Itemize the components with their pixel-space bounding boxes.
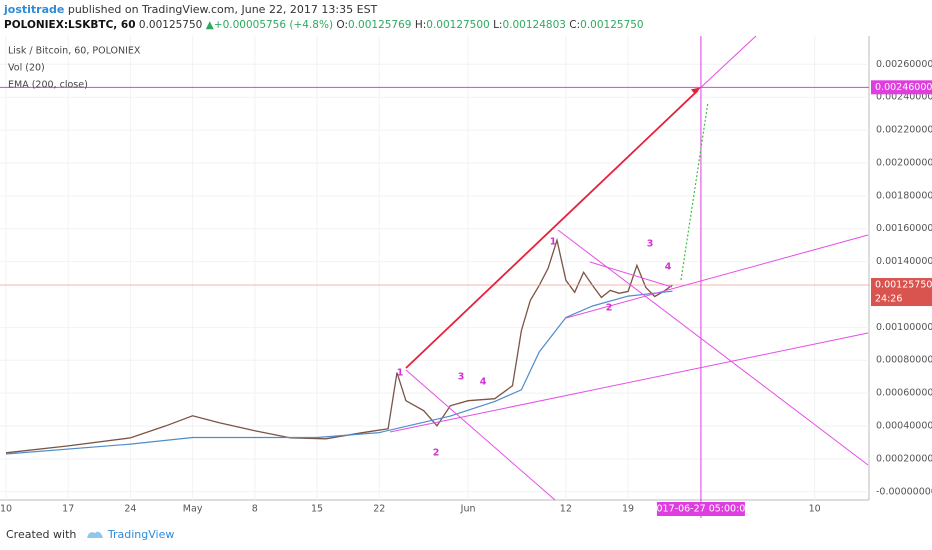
y-tick-label: 0.00260000 <box>876 59 932 70</box>
o-value: 0.00125769 <box>348 19 412 31</box>
l-value: 0.00124803 <box>502 19 566 31</box>
x-tick-label: 8 <box>252 504 258 515</box>
legend-symbol: Lisk / Bitcoin, 60, POLONIEX <box>8 46 141 57</box>
grid <box>0 36 869 500</box>
trend-line <box>557 229 869 466</box>
brand[interactable]: TradingView <box>107 528 175 541</box>
y-tick-label: 0.00140000 <box>876 256 932 267</box>
price-line <box>5 237 673 454</box>
wave-label: 1 <box>550 237 557 248</box>
x-tick-label: 22 <box>373 504 385 515</box>
x-tick-label: 24 <box>124 504 136 515</box>
y-tick-label: 0.00200000 <box>876 157 932 168</box>
wave-label: 3 <box>458 372 465 383</box>
time-tag-text: 2017-06-27 05:00:00 <box>650 504 751 515</box>
countdown: 24:26 <box>875 294 902 305</box>
trend-line <box>405 369 556 501</box>
l-label: L: <box>493 19 503 31</box>
y-tick-label: 0.00160000 <box>876 223 932 234</box>
h-value: 0.00127500 <box>426 19 490 31</box>
target-tag <box>871 80 932 95</box>
last: 0.00125750 <box>138 19 203 31</box>
time-tag <box>656 502 745 516</box>
c-value: 0.00125750 <box>580 19 644 31</box>
legend-ema: EMA (200, close) <box>8 80 88 91</box>
x-tick-label: 17 <box>62 504 74 515</box>
y-tick-label: 0.00100000 <box>876 322 932 333</box>
h-label: H: <box>414 19 427 31</box>
footer: Created with TradingView <box>6 527 174 541</box>
change: +0.00005756 (+4.8%) <box>213 19 334 31</box>
wave-label: 2 <box>433 448 440 459</box>
wave-label: 3 <box>647 239 654 250</box>
price-tag <box>871 278 932 307</box>
y-tick-label: 0.00060000 <box>876 388 932 399</box>
x-tick-label: 15 <box>311 504 323 515</box>
wave-label: 4 <box>665 262 672 273</box>
c-label: C: <box>569 19 581 31</box>
x-tick-label: 10 <box>0 504 12 515</box>
ema-line <box>5 290 673 455</box>
price-tag-text: 0.00125750 <box>875 280 932 291</box>
ticker-line: POLONIEX:LSKBTC, 60 0.00125750 ▲+0.00005… <box>4 19 644 31</box>
labels: -0.00000000 0.00020000 0.00040000 0.0006000… <box>0 59 932 516</box>
x-tick-label: 19 <box>622 504 634 515</box>
target-tag-text: 0.00246000 <box>875 82 932 93</box>
publish-line: jostitrade published on TradingView.com,… <box>4 3 377 16</box>
x-tick-label: 12 <box>560 504 572 515</box>
y-tick-label: 0.00220000 <box>876 125 932 136</box>
legend-vol: Vol (20) <box>8 63 45 74</box>
marks <box>5 237 673 455</box>
projection-arrow <box>405 89 699 369</box>
wave-label: 1 <box>397 368 404 379</box>
published: published on TradingView.com, June 22, 2… <box>64 3 378 16</box>
symbol: POLONIEX:LSKBTC, 60 <box>4 19 136 31</box>
trend-line <box>589 261 673 288</box>
created-with: Created with <box>6 528 77 541</box>
y-tick-label: 0.00180000 <box>876 190 932 201</box>
arrow: ▲ <box>205 19 214 31</box>
y-tick-label: 0.00040000 <box>876 421 932 432</box>
y-tick-label: 0.00020000 <box>876 453 932 464</box>
wave-label: 4 <box>480 377 487 388</box>
o-label: O: <box>336 19 349 31</box>
trend-line <box>389 332 869 433</box>
logo <box>86 531 103 538</box>
arrow-head <box>690 87 701 95</box>
x-tick-label: May <box>183 504 203 515</box>
author[interactable]: jostitrade <box>4 3 65 16</box>
trend-line <box>565 234 869 319</box>
y-tick-label: -0.00000000 <box>876 486 932 497</box>
trend-line <box>700 35 757 88</box>
plot-bg <box>0 36 932 518</box>
y-tick-label: 0.00240000 <box>876 92 932 103</box>
y-tick-label: 0.00080000 <box>876 355 932 366</box>
x-tick-label: 10 <box>809 504 821 515</box>
wave-label: 2 <box>606 303 613 314</box>
x-tick-label: Jun <box>460 504 476 515</box>
